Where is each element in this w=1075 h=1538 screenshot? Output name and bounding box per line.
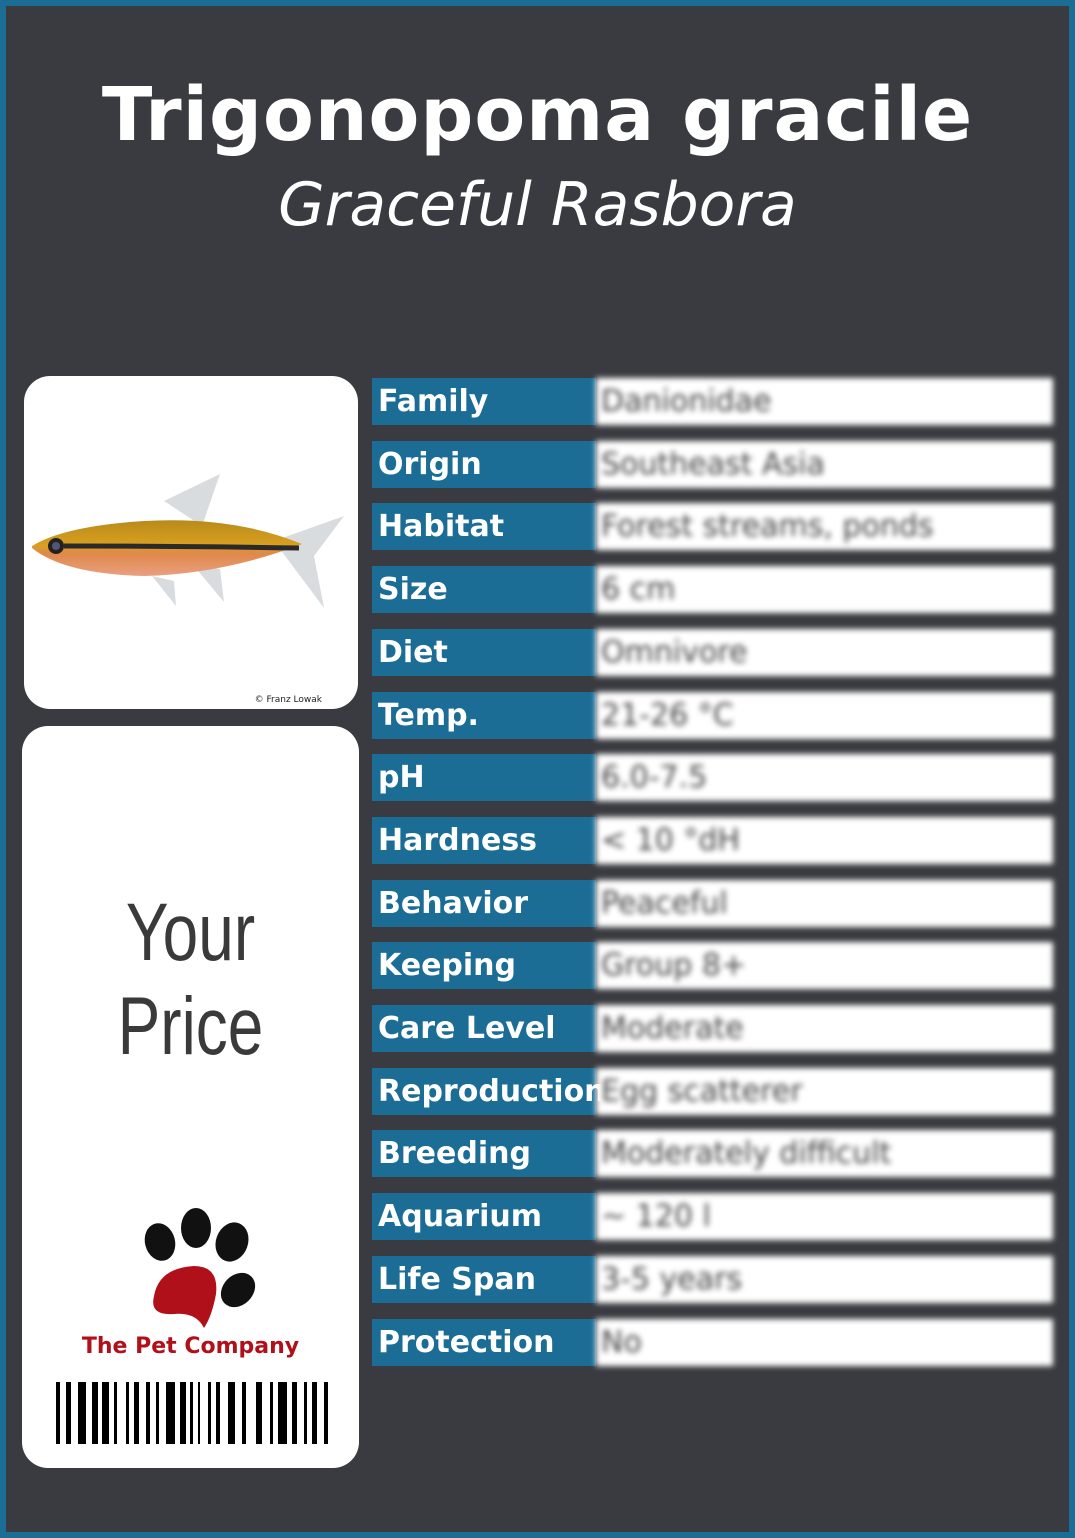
- fish-image: [32, 474, 344, 608]
- barcode-bar: [92, 1382, 98, 1444]
- fact-value: Omnivore: [596, 628, 1053, 676]
- barcode-bar: [166, 1382, 175, 1444]
- fact-value: 21-26 °C: [596, 691, 1053, 739]
- barcode-bar: [208, 1382, 211, 1444]
- fact-row: Habitat Forest streams, ponds: [372, 503, 1053, 551]
- fact-label: Diet: [372, 628, 596, 676]
- barcode: [56, 1382, 328, 1444]
- fact-label: Reproduction: [372, 1067, 606, 1115]
- fact-row: Keeping Group 8+: [372, 942, 1053, 990]
- common-name: Graceful Rasbora: [278, 170, 797, 240]
- fact-label: Breeding: [372, 1130, 596, 1178]
- barcode-bar: [242, 1382, 246, 1444]
- fact-row: Diet Omnivore: [372, 628, 1053, 676]
- fact-row: Behavior Peaceful: [372, 879, 1053, 927]
- fact-label: Habitat: [372, 503, 596, 551]
- barcode-bar: [216, 1382, 220, 1444]
- fact-row: Hardness < 10 °dH: [372, 816, 1053, 864]
- barcode-bar: [102, 1382, 109, 1444]
- fact-label: Keeping: [372, 942, 596, 990]
- fact-label: Size: [372, 566, 596, 614]
- barcode-bar: [198, 1382, 200, 1444]
- barcode-bar: [228, 1382, 235, 1444]
- barcode-bar: [56, 1382, 60, 1444]
- barcode-bar: [256, 1382, 262, 1444]
- fact-row: Care Level Moderate: [372, 1005, 1053, 1052]
- fact-row: pH 6.0-7.5: [372, 754, 1053, 802]
- fact-label: Care Level: [372, 1005, 596, 1052]
- fact-label: Life Span: [372, 1255, 596, 1303]
- fact-value: No: [596, 1318, 1053, 1366]
- price-label: Your Price: [117, 887, 264, 1072]
- barcode-bar: [66, 1382, 71, 1444]
- fact-value: Moderate: [596, 1005, 1053, 1052]
- barcode-bar: [324, 1382, 328, 1444]
- barcode-bar: [180, 1382, 186, 1444]
- fact-value: < 10 °dH: [596, 816, 1053, 864]
- fact-value: 6 cm: [596, 566, 1053, 614]
- fact-value: Group 8+: [596, 942, 1053, 990]
- barcode-bar: [146, 1382, 150, 1444]
- brand-name: The Pet Company: [81, 1334, 300, 1359]
- fish-photo: © Franz Lowak: [24, 376, 358, 709]
- fact-label: pH: [372, 754, 596, 802]
- barcode-bar: [114, 1382, 117, 1444]
- barcode-bar: [126, 1382, 129, 1444]
- paw-logo-icon: [144, 1208, 256, 1328]
- fact-label: Protection: [372, 1318, 596, 1366]
- barcode-bar: [292, 1382, 297, 1444]
- fact-row: Aquarium ~ 120 l: [372, 1193, 1053, 1241]
- fact-value: Danionidae: [596, 378, 1053, 425]
- barcode-bar: [190, 1382, 193, 1444]
- fact-row: Life Span 3-5 years: [372, 1255, 1053, 1303]
- barcode-bar: [304, 1382, 307, 1444]
- fact-label: Behavior: [372, 879, 596, 927]
- fact-value: 6.0-7.5: [596, 754, 1053, 802]
- fact-label: Aquarium: [372, 1193, 596, 1241]
- fact-label: Hardness: [372, 816, 596, 864]
- fact-label: Temp.: [372, 691, 596, 739]
- fact-row: Breeding Moderately difficult: [372, 1130, 1053, 1178]
- fact-row: Origin Southeast Asia: [372, 440, 1053, 488]
- fact-label: Family: [372, 378, 596, 425]
- fact-value: Peaceful: [596, 879, 1053, 927]
- photo-credit: © Franz Lowak: [254, 695, 322, 705]
- barcode-bar: [156, 1382, 159, 1444]
- fact-value: Egg scatterer: [596, 1067, 1053, 1115]
- fact-value: Moderately difficult: [596, 1130, 1053, 1178]
- fact-row: Reproduction Egg scatterer: [372, 1067, 1053, 1115]
- species-title: Trigonopoma gracile: [101, 72, 974, 158]
- fact-row: Protection No: [372, 1318, 1053, 1366]
- price-panel: Your Price The Pet Company: [22, 726, 359, 1468]
- fact-value: Southeast Asia: [596, 440, 1053, 488]
- barcode-bar: [278, 1382, 287, 1444]
- barcode-bar: [78, 1382, 86, 1444]
- barcode-bar: [134, 1382, 139, 1444]
- fact-value: 3-5 years: [596, 1255, 1053, 1303]
- fact-value: ~ 120 l: [596, 1193, 1053, 1241]
- barcode-bar: [312, 1382, 317, 1444]
- fact-row: Temp. 21-26 °C: [372, 691, 1053, 739]
- fact-row: Family Danionidae: [372, 378, 1053, 425]
- fact-label: Origin: [372, 440, 596, 488]
- fact-row: Size 6 cm: [372, 566, 1053, 614]
- barcode-bar: [270, 1382, 273, 1444]
- fact-value: Forest streams, ponds: [596, 503, 1053, 551]
